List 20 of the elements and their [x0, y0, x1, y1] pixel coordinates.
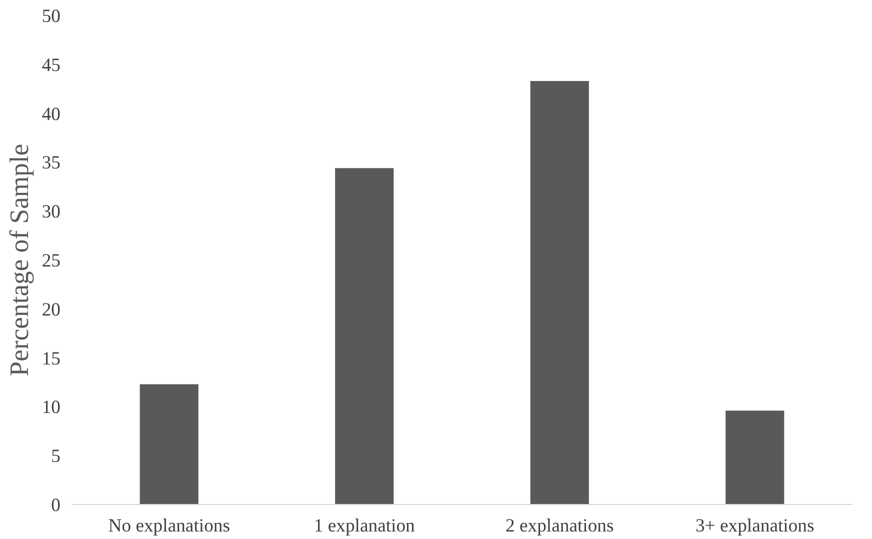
y-tick-label: 40	[42, 104, 60, 125]
y-tick-label: 25	[42, 250, 60, 272]
x-tick-label: 1 explanation	[314, 516, 416, 536]
y-axis-title: Percentage of Sample	[4, 144, 34, 376]
y-tick-label: 15	[42, 348, 60, 370]
y-tick-label: 35	[42, 152, 60, 174]
y-tick-label: 0	[51, 495, 60, 516]
y-tick-label: 20	[42, 299, 60, 320]
x-tick-label: 3+ explanations	[695, 516, 814, 536]
bar	[335, 168, 394, 504]
y-tick-label: 50	[42, 6, 60, 27]
y-tick-label: 5	[51, 446, 60, 468]
x-tick-label: 2 explanations	[505, 516, 614, 536]
bar	[530, 81, 589, 504]
bar	[726, 410, 784, 504]
bar	[140, 384, 198, 504]
y-tick-label: 30	[42, 202, 60, 223]
x-tick-label: No explanations	[108, 516, 230, 536]
y-tick-label: 45	[42, 54, 60, 76]
y-tick-label: 10	[42, 397, 60, 418]
